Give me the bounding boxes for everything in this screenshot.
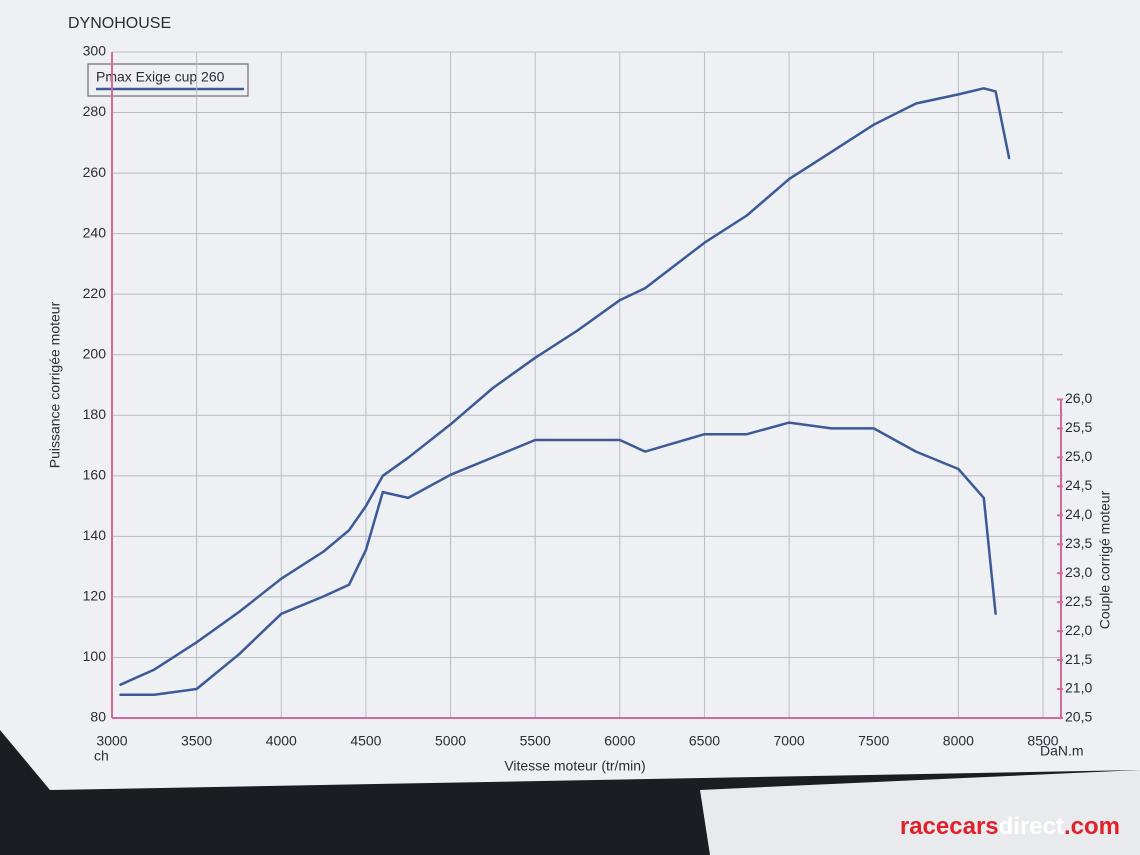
legend-box	[87, 63, 249, 97]
y-axis-title: Puissance corrigée moteur	[47, 301, 63, 468]
watermark-part: racecars	[900, 813, 999, 840]
y-tick-label: 240	[83, 224, 107, 240]
y-tick-label: 280	[83, 103, 107, 119]
watermark-part: direct	[999, 813, 1064, 840]
x-tick-label: 7000	[774, 733, 805, 749]
x-axis-title: Vitesse moteur (tr/min)	[504, 758, 645, 774]
y2-axis-title: Couple corrigé moteur	[1097, 490, 1113, 629]
y2-tick-label: 21,0	[1065, 680, 1092, 696]
y2-tick-label: 23,5	[1065, 535, 1092, 551]
y-tick-label: 140	[83, 527, 107, 543]
x-tick-label: 5000	[435, 733, 466, 749]
y2-tick-label: 26,0	[1065, 390, 1092, 406]
chart-title: DYNOHOUSE	[68, 15, 171, 32]
x-tick-label: 3000	[96, 733, 127, 749]
y2-tick-label: 21,5	[1065, 651, 1092, 667]
x-tick-label: 3500	[181, 733, 212, 749]
x-tick-label: 8000	[943, 733, 974, 749]
data-line	[119, 87, 1011, 686]
y2-tick-label: 20,5	[1065, 709, 1092, 725]
y-tick-label: 80	[90, 709, 106, 725]
paper-under	[700, 770, 1140, 855]
data-line	[119, 421, 997, 697]
y2-tick-label: 22,5	[1065, 593, 1092, 609]
y-tick-label: 260	[83, 164, 107, 180]
x-tick-label: 6500	[689, 733, 720, 749]
y-tick-label: 220	[83, 285, 107, 301]
y-tick-label: 160	[83, 467, 107, 483]
x-tick-label: 7500	[858, 733, 889, 749]
y-tick-label: 200	[83, 345, 107, 361]
x-tick-label: 4000	[266, 733, 297, 749]
y2-tick-label: 24,5	[1065, 477, 1092, 493]
y2-tick-label: 24,0	[1065, 506, 1092, 522]
y2-tick-label: 23,0	[1065, 564, 1092, 580]
x-tick-label: 6000	[604, 733, 635, 749]
x-tick-label: 4500	[350, 733, 381, 749]
legend-label: Pmax Exige cup 260	[96, 69, 225, 85]
y-tick-label: 120	[83, 588, 107, 604]
y2-unit: DaN.m	[1040, 743, 1084, 759]
y-tick-label: 300	[83, 43, 107, 59]
paper	[0, 0, 1140, 790]
x-tick-label: 8500	[1027, 733, 1058, 749]
watermark-part: .com	[1064, 813, 1120, 840]
y-tick-label: 100	[83, 648, 107, 664]
watermark: racecarsdirect.com	[900, 813, 1120, 840]
y2-tick-label: 25,5	[1065, 419, 1092, 435]
x-tick-label: 5500	[520, 733, 551, 749]
y-unit: ch	[94, 748, 109, 764]
y-tick-label: 180	[83, 406, 107, 422]
y2-tick-label: 22,0	[1065, 622, 1092, 638]
y2-tick-label: 25,0	[1065, 448, 1092, 464]
